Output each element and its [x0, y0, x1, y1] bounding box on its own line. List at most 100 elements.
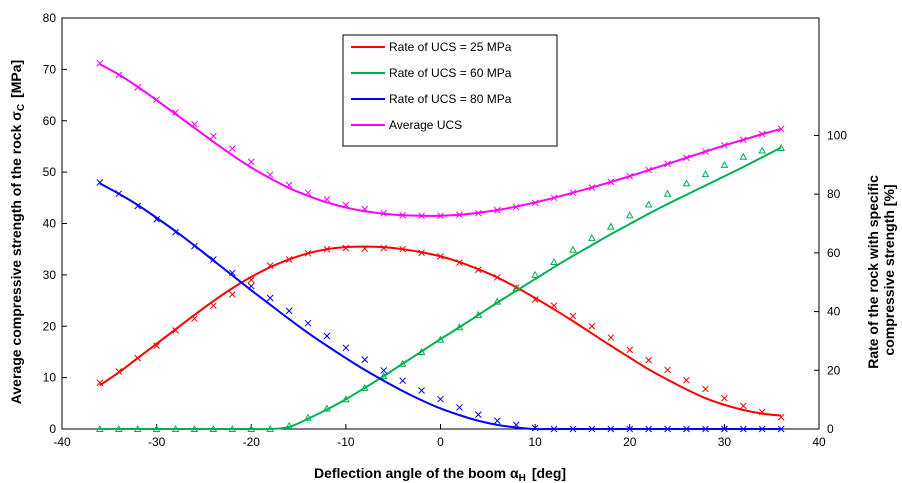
data-point [191, 315, 198, 322]
data-point [607, 178, 615, 186]
x-tick-label: -40 [53, 435, 71, 449]
data-point [304, 319, 312, 327]
data-point [266, 171, 274, 179]
data-point [512, 284, 521, 292]
data-point [247, 424, 256, 432]
data-point [134, 202, 142, 210]
data-point [664, 160, 671, 168]
data-point [285, 181, 293, 189]
data-point [304, 249, 312, 257]
data-point [417, 347, 426, 355]
data-point [607, 425, 615, 433]
data-point [512, 421, 520, 429]
data-point [569, 245, 577, 253]
data-point [418, 212, 425, 220]
data-point [493, 206, 501, 214]
data-point [398, 359, 407, 367]
y-tick-label: 70 [43, 62, 57, 76]
data-point [569, 189, 577, 197]
data-point [721, 425, 728, 433]
data-point [190, 424, 199, 432]
data-point [209, 424, 218, 432]
data-point [361, 205, 369, 213]
data-point [133, 424, 142, 432]
y-axis-title-unit: [MPa] [8, 60, 24, 98]
y-tick-label: 10 [43, 371, 57, 385]
data-point [531, 424, 539, 432]
data-point [153, 96, 160, 104]
data-point [191, 242, 198, 250]
series-2 [96, 179, 785, 433]
x-tick-label: 40 [812, 435, 826, 449]
data-point [418, 249, 425, 257]
data-point [210, 132, 217, 140]
y-tick-label: 30 [43, 268, 57, 282]
data-point [569, 425, 577, 433]
data-point [285, 256, 293, 263]
data-point [399, 377, 407, 385]
data-point [247, 282, 255, 290]
data-point [134, 354, 142, 362]
data-point [645, 356, 653, 364]
data-point [191, 120, 198, 128]
data-point [210, 302, 217, 310]
data-point [702, 425, 709, 433]
right-axis-ticks: 0 20 40 60 80 100 [814, 128, 847, 436]
data-point [172, 109, 179, 116]
data-point [474, 411, 482, 418]
legend-box [342, 34, 558, 147]
data-point [474, 266, 482, 274]
data-point [172, 228, 179, 236]
x-tick-label: -10 [337, 435, 355, 449]
data-point [228, 145, 236, 152]
x-tick-label: 0 [437, 435, 444, 449]
x-axis-title-text: Deflection angle of the boom α [314, 465, 519, 481]
data-point [702, 148, 709, 155]
y-tick-label: 60 [43, 114, 57, 128]
data-point [758, 146, 767, 154]
y-tick-label: 80 [43, 11, 57, 25]
data-point [323, 332, 331, 340]
data-point [266, 294, 274, 302]
legend-label: Average UCS [389, 118, 462, 132]
data-point [758, 130, 766, 138]
series-1 [96, 143, 785, 432]
data-point [588, 322, 596, 330]
data-point [588, 184, 596, 191]
data-point [550, 194, 558, 202]
data-point [171, 424, 180, 432]
y2-tick-label: 20 [827, 363, 841, 377]
x-tick-label: 30 [718, 435, 732, 449]
data-point [777, 143, 785, 151]
data-point [701, 170, 710, 178]
y2-tick-label: 100 [827, 128, 847, 142]
data-point [739, 402, 747, 410]
legend-label: Rate of UCS = 60 MPa [389, 66, 512, 80]
data-point [493, 297, 502, 305]
data-point [323, 404, 331, 412]
y-axis-title-sub: C [16, 104, 27, 111]
data-point [455, 323, 464, 331]
series-layer [96, 59, 785, 433]
x-axis-title-sub: H [519, 473, 526, 483]
data-point [96, 59, 104, 67]
data-point [758, 425, 766, 433]
y-tick-label: 40 [43, 217, 57, 231]
data-point [399, 211, 407, 219]
data-point [758, 408, 766, 416]
data-point [512, 203, 520, 211]
legend: Rate of UCS = 25 MPa Rate of UCS = 60 MPa… [342, 34, 558, 147]
data-point [626, 425, 634, 433]
y-tick-label: 20 [43, 319, 57, 333]
data-point [588, 233, 596, 241]
data-point [152, 424, 161, 432]
data-point [739, 425, 747, 433]
data-point [683, 376, 690, 384]
data-point [323, 196, 331, 203]
y-tick-label: 50 [43, 165, 57, 179]
data-point [418, 387, 425, 394]
data-point [721, 394, 728, 402]
y2-tick-label: 0 [827, 422, 834, 436]
data-point [228, 291, 236, 298]
y-axis-title-text: Average compressive strength of the rock… [8, 111, 24, 404]
